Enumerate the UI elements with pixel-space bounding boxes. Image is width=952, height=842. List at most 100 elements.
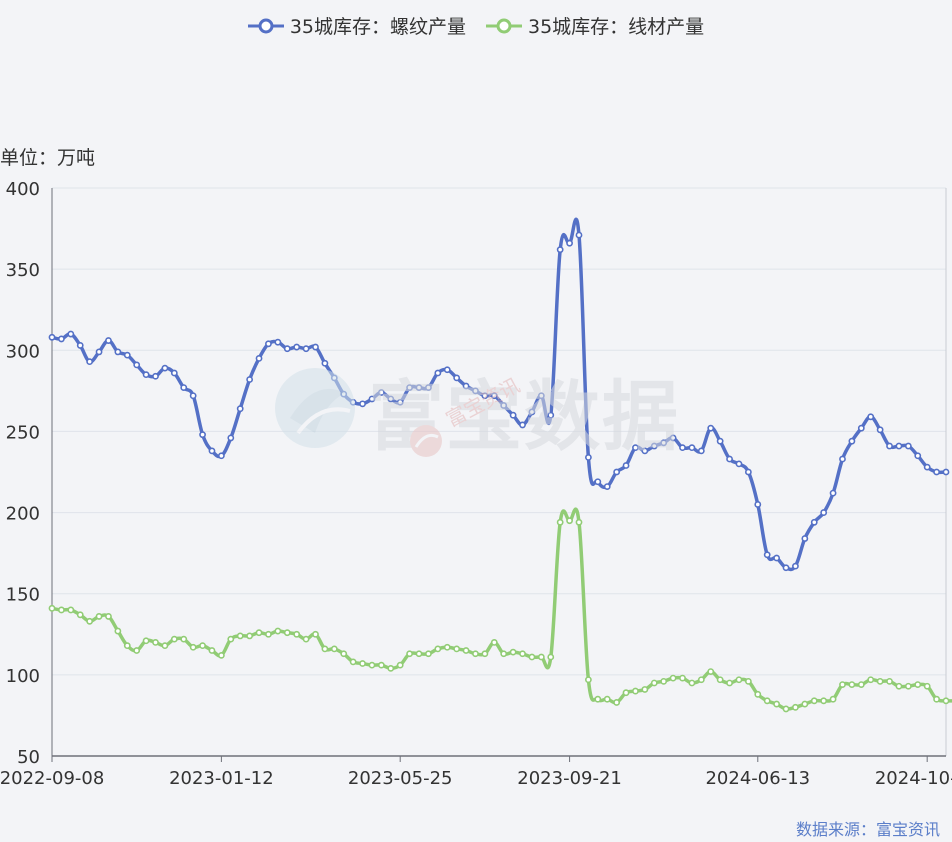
data-point[interactable] xyxy=(547,411,555,419)
data-point[interactable] xyxy=(227,635,235,643)
data-point[interactable] xyxy=(58,335,65,343)
data-point[interactable] xyxy=(265,340,272,348)
data-point[interactable] xyxy=(246,376,254,383)
data-point[interactable] xyxy=(773,554,781,562)
data-point[interactable] xyxy=(255,354,263,362)
data-point[interactable] xyxy=(255,629,263,637)
data-point[interactable] xyxy=(302,345,310,353)
data-point[interactable] xyxy=(782,564,790,572)
data-point[interactable] xyxy=(622,462,630,469)
data-point[interactable] xyxy=(48,604,56,612)
data-point[interactable] xyxy=(142,371,150,379)
data-point[interactable] xyxy=(660,677,668,685)
data-point[interactable] xyxy=(133,361,141,369)
data-point[interactable] xyxy=(425,384,432,392)
data-point[interactable] xyxy=(302,635,310,643)
data-point[interactable] xyxy=(707,668,715,676)
data-point[interactable] xyxy=(867,676,875,684)
data-point[interactable] xyxy=(208,447,216,455)
data-point[interactable] xyxy=(425,650,432,658)
data-point[interactable] xyxy=(415,650,423,658)
data-point[interactable] xyxy=(707,424,715,432)
data-point[interactable] xyxy=(669,674,677,682)
data-point[interactable] xyxy=(227,434,235,442)
data-point[interactable] xyxy=(95,348,103,356)
data-point[interactable] xyxy=(199,642,206,650)
data-point[interactable] xyxy=(481,650,489,658)
data-point[interactable] xyxy=(904,442,912,450)
data-point[interactable] xyxy=(396,661,404,669)
data-point[interactable] xyxy=(829,489,837,497)
data-point[interactable] xyxy=(933,695,940,703)
data-point[interactable] xyxy=(67,330,75,338)
data-point[interactable] xyxy=(716,437,724,445)
data-point[interactable] xyxy=(189,392,197,400)
data-point[interactable] xyxy=(236,405,244,413)
data-point[interactable] xyxy=(114,348,122,356)
data-point[interactable] xyxy=(105,337,112,344)
data-point[interactable] xyxy=(556,518,564,526)
data-point[interactable] xyxy=(377,389,385,396)
data-point[interactable] xyxy=(810,518,818,526)
data-point[interactable] xyxy=(377,661,385,669)
data-point[interactable] xyxy=(923,463,931,471)
data-point[interactable] xyxy=(942,468,950,476)
data-point[interactable] xyxy=(170,369,178,377)
data-point[interactable] xyxy=(575,518,583,526)
data-point[interactable] xyxy=(434,645,442,653)
data-point[interactable] xyxy=(688,679,696,687)
data-point[interactable] xyxy=(876,426,884,434)
data-point[interactable] xyxy=(265,630,272,638)
data-point[interactable] xyxy=(359,660,366,667)
data-point[interactable] xyxy=(462,382,470,390)
data-point[interactable] xyxy=(76,611,84,619)
data-point[interactable] xyxy=(500,650,508,658)
data-point[interactable] xyxy=(839,455,846,463)
data-point[interactable] xyxy=(641,686,649,693)
data-point[interactable] xyxy=(585,676,592,684)
data-point[interactable] xyxy=(509,648,517,656)
data-point[interactable] xyxy=(123,642,131,650)
data-point[interactable] xyxy=(76,342,84,349)
data-point[interactable] xyxy=(490,392,498,400)
data-point[interactable] xyxy=(443,366,451,374)
data-point[interactable] xyxy=(481,392,489,400)
data-point[interactable] xyxy=(274,627,282,635)
data-point[interactable] xyxy=(613,468,621,476)
data-point[interactable] xyxy=(820,509,828,516)
data-point[interactable] xyxy=(867,413,875,421)
data-point[interactable] xyxy=(895,442,903,450)
data-point[interactable] xyxy=(537,653,545,661)
data-point[interactable] xyxy=(556,246,564,254)
data-point[interactable] xyxy=(632,687,639,695)
data-point[interactable] xyxy=(387,395,395,403)
data-point[interactable] xyxy=(340,650,348,658)
data-point[interactable] xyxy=(500,402,508,409)
data-point[interactable] xyxy=(914,452,922,460)
legend-item-wire[interactable]: 35城库存：线材产量 xyxy=(486,12,704,39)
data-point[interactable] xyxy=(857,424,865,432)
data-point[interactable] xyxy=(48,333,56,341)
data-point[interactable] xyxy=(406,650,413,658)
data-point[interactable] xyxy=(387,664,395,672)
data-point[interactable] xyxy=(585,453,592,461)
data-point[interactable] xyxy=(67,606,75,614)
data-point[interactable] xyxy=(857,681,865,688)
data-point[interactable] xyxy=(679,674,686,682)
data-point[interactable] xyxy=(688,444,696,452)
data-point[interactable] xyxy=(820,697,828,705)
data-point[interactable] xyxy=(660,439,668,447)
data-point[interactable] xyxy=(679,444,686,452)
data-point[interactable] xyxy=(396,398,404,406)
data-point[interactable] xyxy=(133,647,141,654)
data-point[interactable] xyxy=(801,700,809,708)
data-point[interactable] xyxy=(293,343,301,351)
data-point[interactable] xyxy=(933,468,940,476)
data-point[interactable] xyxy=(443,643,451,651)
data-point[interactable] xyxy=(754,501,762,508)
data-point[interactable] xyxy=(744,677,752,685)
data-point[interactable] xyxy=(349,658,357,666)
data-point[interactable] xyxy=(180,384,188,392)
data-point[interactable] xyxy=(603,695,611,703)
data-point[interactable] xyxy=(152,372,159,380)
